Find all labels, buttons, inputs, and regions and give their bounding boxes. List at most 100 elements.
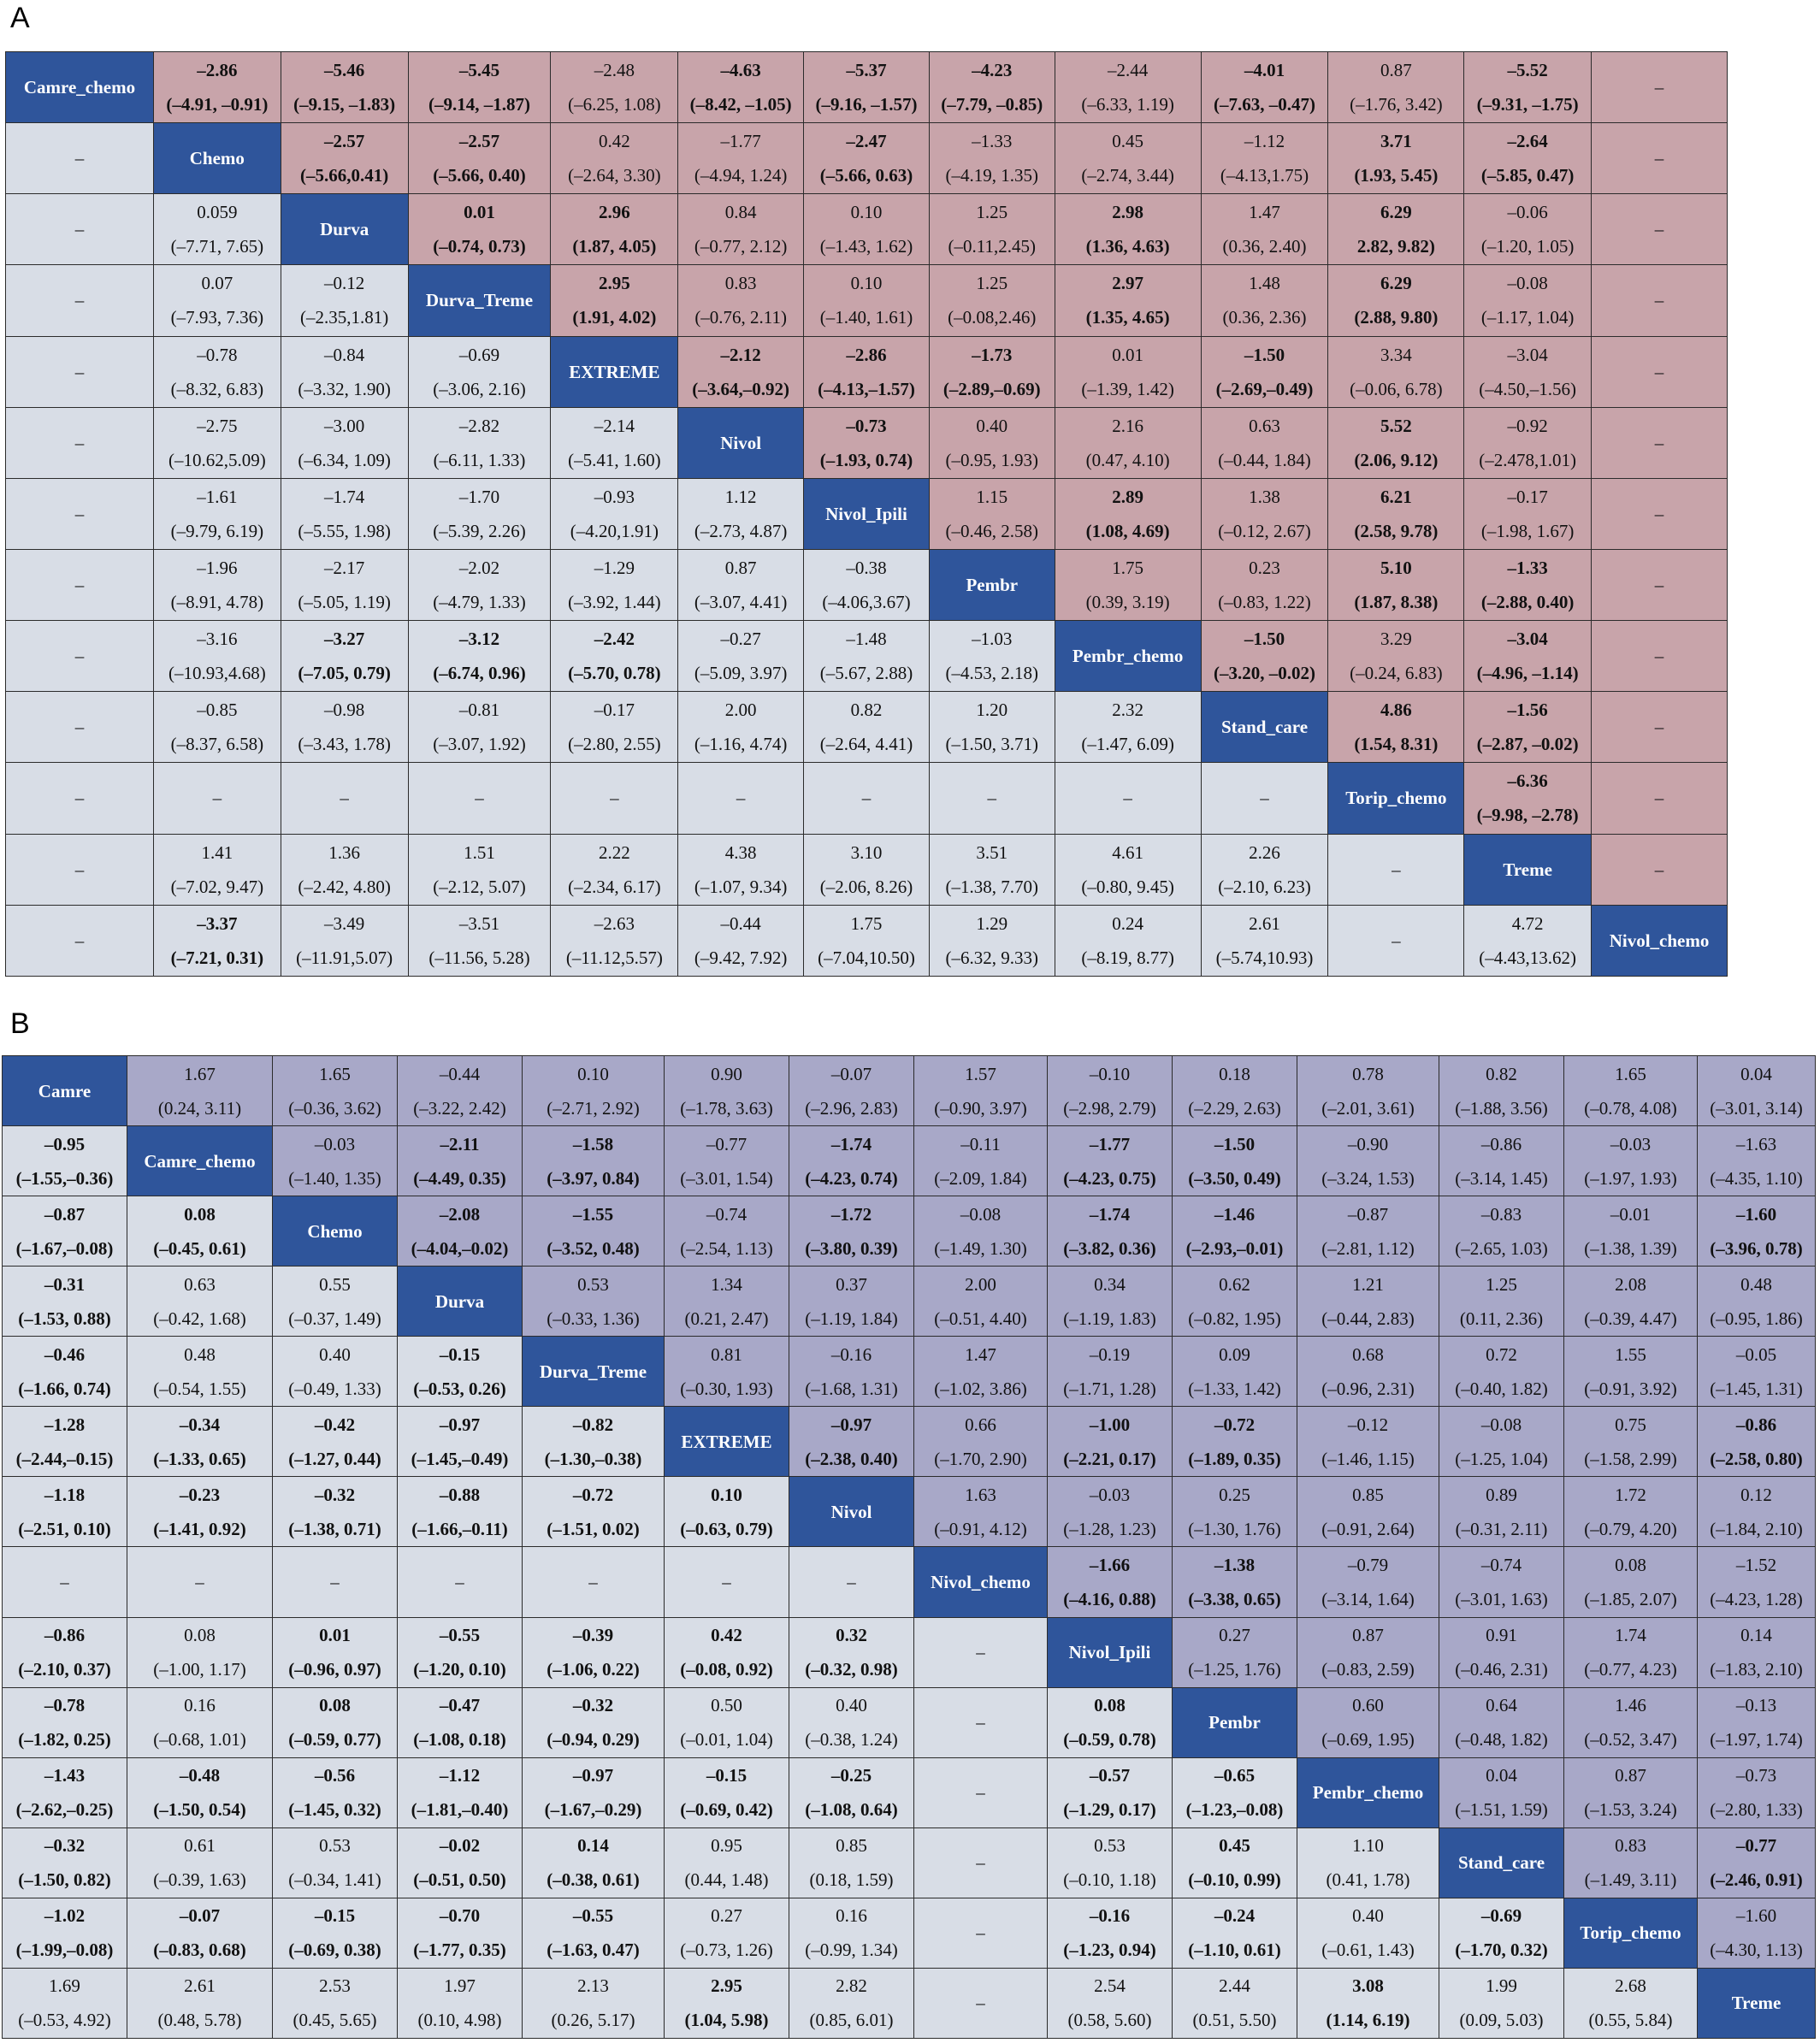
comparison-cell: –0.69 (–3.06, 2.16)	[407, 335, 552, 408]
empty-cell: –	[1591, 477, 1728, 550]
estimate-value: –0.25	[830, 1765, 872, 1786]
comparison-cell: 5.52 (2.06, 9.12)	[1327, 406, 1465, 479]
interval-value: (–2.73, 4.87)	[694, 520, 788, 541]
estimate-value: 4.61	[1112, 841, 1143, 863]
interval-value: (–0.94, 0.29)	[547, 1729, 640, 1751]
estimate-value: 0.24	[1112, 912, 1143, 934]
estimate-value: –1.02	[44, 1905, 86, 1927]
interval-value: (–2.71, 2.92)	[547, 1097, 640, 1119]
interval-value: (–0.83, 2.59)	[1321, 1659, 1415, 1680]
treatment-label: Nivol_Ipili	[1047, 1616, 1173, 1688]
interval-value: (–1.29, 0.17)	[1063, 1799, 1156, 1821]
table-row: –0.95 (–1.55,–0.36) Camre_chemo –0.03 (–1.40…	[2, 1125, 1816, 1197]
interval-value: (–1.16, 4.74)	[694, 734, 788, 755]
interval-value: (–1.63, 0.47)	[547, 1940, 640, 1961]
estimate-value: 0.08	[184, 1625, 216, 1646]
comparison-cell: –0.12 (–2.35,1.81)	[280, 264, 409, 337]
estimate-value: 2.61	[1249, 912, 1280, 934]
estimate-value: –2.02	[458, 558, 500, 579]
estimate-value: 0.08	[319, 1695, 351, 1716]
estimate-value: 6.29	[1380, 202, 1412, 223]
interval-value: (–5.66,0.41)	[300, 165, 389, 186]
interval-value: (–2.54, 1.13)	[680, 1237, 773, 1259]
estimate-value: –2.11	[440, 1133, 480, 1154]
estimate-value: 1.12	[724, 486, 757, 507]
comparison-cell: 1.75 (–7.04,10.50)	[803, 904, 930, 977]
table-row: –0.32 (–1.50, 0.82) 0.61 (–0.39, 1.63) 0.53 (…	[2, 1827, 1816, 1898]
estimate-value: 2.54	[1094, 1975, 1126, 1997]
comparison-cell: –0.25 (–1.08, 0.64)	[789, 1757, 914, 1828]
interval-value: (–3.92, 1.44)	[568, 592, 661, 613]
interval-value: (0.10, 4.98)	[417, 2010, 502, 2031]
interval-value: (–0.40, 1.82)	[1455, 1378, 1548, 1399]
comparison-cell: 0.50 (–0.01, 1.04)	[664, 1686, 789, 1758]
comparison-cell: –1.55 (–3.52, 0.48)	[522, 1196, 665, 1267]
empty-cell: –	[913, 1967, 1048, 2040]
estimate-value: 0.23	[1249, 558, 1280, 579]
comparison-cell: –0.65 (–1.23,–0.08)	[1172, 1757, 1297, 1828]
comparison-cell: 1.75 (0.39, 3.19)	[1054, 548, 1202, 622]
interval-value: (–1.25, 1.76)	[1188, 1659, 1281, 1680]
empty-cell: –	[913, 1757, 1048, 1828]
estimate-value: 2.00	[965, 1273, 996, 1295]
comparison-cell: –2.48 (–6.25, 1.08)	[550, 50, 679, 124]
estimate-value: –0.03	[314, 1133, 356, 1154]
estimate-value: –3.04	[1507, 629, 1548, 650]
estimate-value: –2.47	[846, 131, 887, 152]
comparison-cell: 1.29 (–6.32, 9.33)	[928, 904, 1055, 977]
interval-value: (1.87, 4.05)	[572, 236, 657, 257]
estimate-value: 0.82	[1486, 1063, 1517, 1084]
comparison-cell: 2.22 (–2.34, 6.17)	[550, 833, 679, 906]
table-row: Camre 1.67 (0.24, 3.11) 1.65 (–0.36, 3.62) –0…	[2, 1054, 1816, 1127]
comparison-cell: 0.08 (–0.45, 0.61)	[127, 1196, 273, 1267]
comparison-cell: 1.55 (–0.91, 3.92)	[1563, 1336, 1698, 1408]
estimate-value: 0.32	[836, 1625, 867, 1646]
interval-value: (–9.15, –1.83)	[293, 94, 396, 115]
interval-value: (–6.32, 9.33)	[945, 947, 1039, 968]
comparison-cell: –0.47 (–1.08, 0.18)	[397, 1686, 523, 1758]
interval-value: (–1.49, 1.30)	[934, 1237, 1027, 1259]
interval-value: (–0.61, 1.43)	[1321, 1940, 1415, 1961]
comparison-cell: 0.90 (–1.78, 3.63)	[664, 1054, 789, 1127]
interval-value: (–0.51, 0.50)	[413, 1869, 506, 1891]
estimate-value: 0.40	[1352, 1905, 1384, 1927]
empty-cell: –	[1327, 904, 1465, 977]
interval-value: (–1.70, 2.90)	[934, 1448, 1027, 1469]
treatment-label: Durva	[280, 193, 409, 266]
interval-value: (–9.42, 7.92)	[694, 947, 788, 968]
estimate-value: –1.70	[458, 486, 500, 507]
interval-value: (–0.91, 4.12)	[934, 1518, 1027, 1539]
treatment-label: Pembr	[1172, 1686, 1297, 1758]
comparison-cell: 0.08 (–1.00, 1.17)	[127, 1616, 273, 1688]
empty-cell: –	[913, 1827, 1048, 1898]
comparison-cell: –0.16 (–1.68, 1.31)	[789, 1336, 914, 1408]
comparison-cell: 1.51 (–2.12, 5.07)	[407, 833, 552, 906]
estimate-value: 1.20	[976, 700, 1008, 721]
estimate-value: –0.03	[1089, 1484, 1131, 1505]
comparison-cell: –0.12 (–1.46, 1.15)	[1297, 1406, 1439, 1478]
interval-value: (–8.91, 4.78)	[170, 592, 264, 613]
estimate-value: –0.13	[1735, 1695, 1777, 1716]
interval-value: (1.87, 8.38)	[1354, 592, 1439, 613]
interval-value: (–10.93,4.68)	[168, 663, 266, 684]
interval-value: (2.06, 9.12)	[1354, 449, 1439, 470]
treatment-label: Chemo	[152, 122, 281, 195]
comparison-cell: –4.01 (–7.63, –0.47)	[1200, 50, 1329, 124]
treatment-label: Pembr_chemo	[1054, 620, 1202, 693]
comparison-cell: –0.86 (–2.58, 0.80)	[1697, 1406, 1816, 1478]
interval-value: (–2.58, 0.80)	[1710, 1448, 1803, 1469]
estimate-value: –0.87	[1347, 1203, 1389, 1225]
estimate-value: –2.86	[846, 344, 887, 365]
comparison-cell: 6.29 (2.88, 9.80)	[1327, 264, 1465, 337]
comparison-cell: 3.08 (1.14, 6.19)	[1297, 1967, 1439, 2040]
estimate-value: 0.16	[184, 1695, 216, 1716]
comparison-cell: –0.10 (–2.98, 2.79)	[1047, 1054, 1173, 1127]
interval-value: (–0.45, 0.61)	[153, 1237, 246, 1259]
interval-value: (–0.48, 1.82)	[1455, 1729, 1548, 1751]
interval-value: (0.47, 4.10)	[1085, 449, 1170, 470]
interval-value: 2.82, 9.82)	[1356, 236, 1435, 257]
empty-cell: –	[1591, 122, 1728, 195]
estimate-value: –2.63	[594, 912, 635, 934]
estimate-value: –0.16	[1089, 1905, 1131, 1927]
comparison-cell: 0.34 (–1.19, 1.83)	[1047, 1266, 1173, 1337]
